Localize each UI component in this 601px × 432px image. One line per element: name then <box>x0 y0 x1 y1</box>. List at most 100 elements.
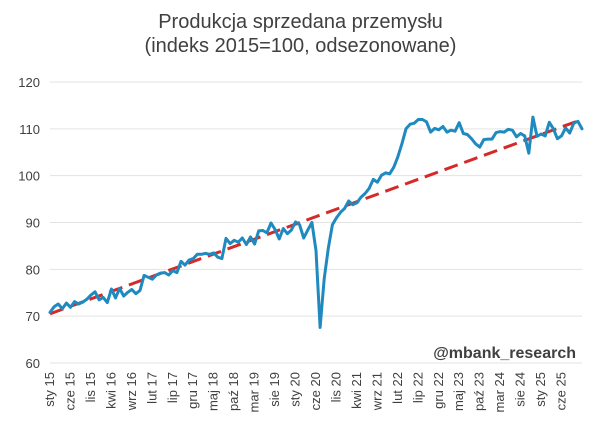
data-point <box>486 137 490 141</box>
data-point <box>376 180 379 184</box>
x-tick-label: sty 25 <box>533 372 548 407</box>
data-point <box>179 260 183 263</box>
data-point <box>167 273 170 277</box>
watermark: @mbank_research <box>433 345 576 362</box>
data-point <box>142 274 146 277</box>
data-point <box>331 223 334 227</box>
x-tick-label: sty 15 <box>42 372 57 407</box>
data-point <box>130 288 134 291</box>
data-point <box>151 277 154 281</box>
data-point <box>146 275 150 279</box>
data-point <box>249 235 252 239</box>
data-point <box>171 269 175 273</box>
data-point <box>449 128 453 132</box>
data-point <box>425 120 428 124</box>
data-point <box>580 127 584 131</box>
data-point <box>519 132 522 135</box>
y-tick-label: 120 <box>18 75 40 90</box>
data-point <box>228 242 232 245</box>
chart-title-block: Produkcja sprzedana przemysłu (indeks 20… <box>0 10 601 58</box>
data-point <box>105 301 109 304</box>
trend-line <box>49 118 583 316</box>
x-tick-label: kwi 16 <box>103 372 118 409</box>
data-point <box>478 145 481 149</box>
data-point <box>326 246 330 250</box>
x-tick-label: lis 20 <box>328 372 343 402</box>
data-point <box>273 228 277 231</box>
data-point <box>457 121 461 125</box>
data-point <box>539 132 543 136</box>
data-point <box>294 220 297 224</box>
data-point <box>511 128 514 132</box>
x-tick-label: maj 18 <box>206 372 221 411</box>
data-point <box>187 258 191 262</box>
data-point <box>408 122 412 126</box>
data-point <box>48 311 52 314</box>
x-tick-label: gru 17 <box>185 372 200 409</box>
x-tick-label: gru 22 <box>431 372 446 409</box>
data-point <box>400 142 404 146</box>
data-point <box>81 300 85 304</box>
data-point <box>318 326 322 329</box>
chart-subtitle: (indeks 2015=100, odsezonowane) <box>144 35 457 57</box>
data-point <box>343 207 346 210</box>
data-point <box>429 130 432 134</box>
data-point <box>531 115 535 119</box>
x-tick-label: mar 19 <box>247 372 262 412</box>
data-point <box>339 210 342 214</box>
data-point <box>314 249 318 252</box>
y-axis: 60 70 80 90 100 110 120 <box>18 75 40 371</box>
x-tick-label: lut 22 <box>390 372 405 404</box>
data-point <box>498 130 502 133</box>
data-point <box>220 257 224 260</box>
data-point <box>560 134 563 138</box>
x-tick-label: wrz 21 <box>369 372 384 411</box>
data-point <box>351 203 355 207</box>
data-point <box>253 242 256 246</box>
data-point <box>110 287 113 291</box>
data-point <box>359 195 363 199</box>
data-point <box>384 171 387 175</box>
data-point <box>523 134 527 138</box>
data-point <box>490 137 494 141</box>
data-point <box>564 126 567 130</box>
data-point <box>196 253 199 256</box>
data-point <box>257 229 261 233</box>
data-point <box>236 240 240 244</box>
y-tick-label: 100 <box>18 169 40 184</box>
data-point <box>441 125 445 128</box>
data-point <box>462 132 465 135</box>
y-tick-label: 60 <box>26 356 40 371</box>
data-point <box>122 294 125 298</box>
data-point <box>507 128 510 131</box>
x-tick-label: sie 19 <box>267 372 282 407</box>
x-tick-label: cze 15 <box>62 372 77 410</box>
data-point <box>388 172 391 176</box>
x-tick-label: mar 24 <box>492 372 507 412</box>
x-tick-label: lip 22 <box>410 372 425 403</box>
data-point <box>65 301 68 305</box>
x-tick-label: lut 17 <box>144 372 159 404</box>
data-point <box>245 243 248 246</box>
data-point <box>494 131 498 134</box>
data-point <box>93 290 97 294</box>
series-layer <box>48 115 584 329</box>
data-point <box>56 302 60 306</box>
data-point <box>155 273 158 277</box>
data-point <box>69 305 72 309</box>
data-point <box>417 118 420 121</box>
data-point <box>552 127 555 131</box>
data-point <box>118 287 121 290</box>
data-point <box>396 155 400 159</box>
data-point <box>183 263 187 267</box>
data-point <box>474 142 477 146</box>
data-point <box>322 277 326 281</box>
data-point <box>212 251 215 255</box>
data-point <box>159 271 162 275</box>
data-point <box>568 131 572 135</box>
data-point <box>290 228 293 232</box>
data-point <box>191 257 195 260</box>
data-point <box>466 133 469 136</box>
y-tick-label: 80 <box>26 262 40 277</box>
data-point <box>367 187 371 190</box>
